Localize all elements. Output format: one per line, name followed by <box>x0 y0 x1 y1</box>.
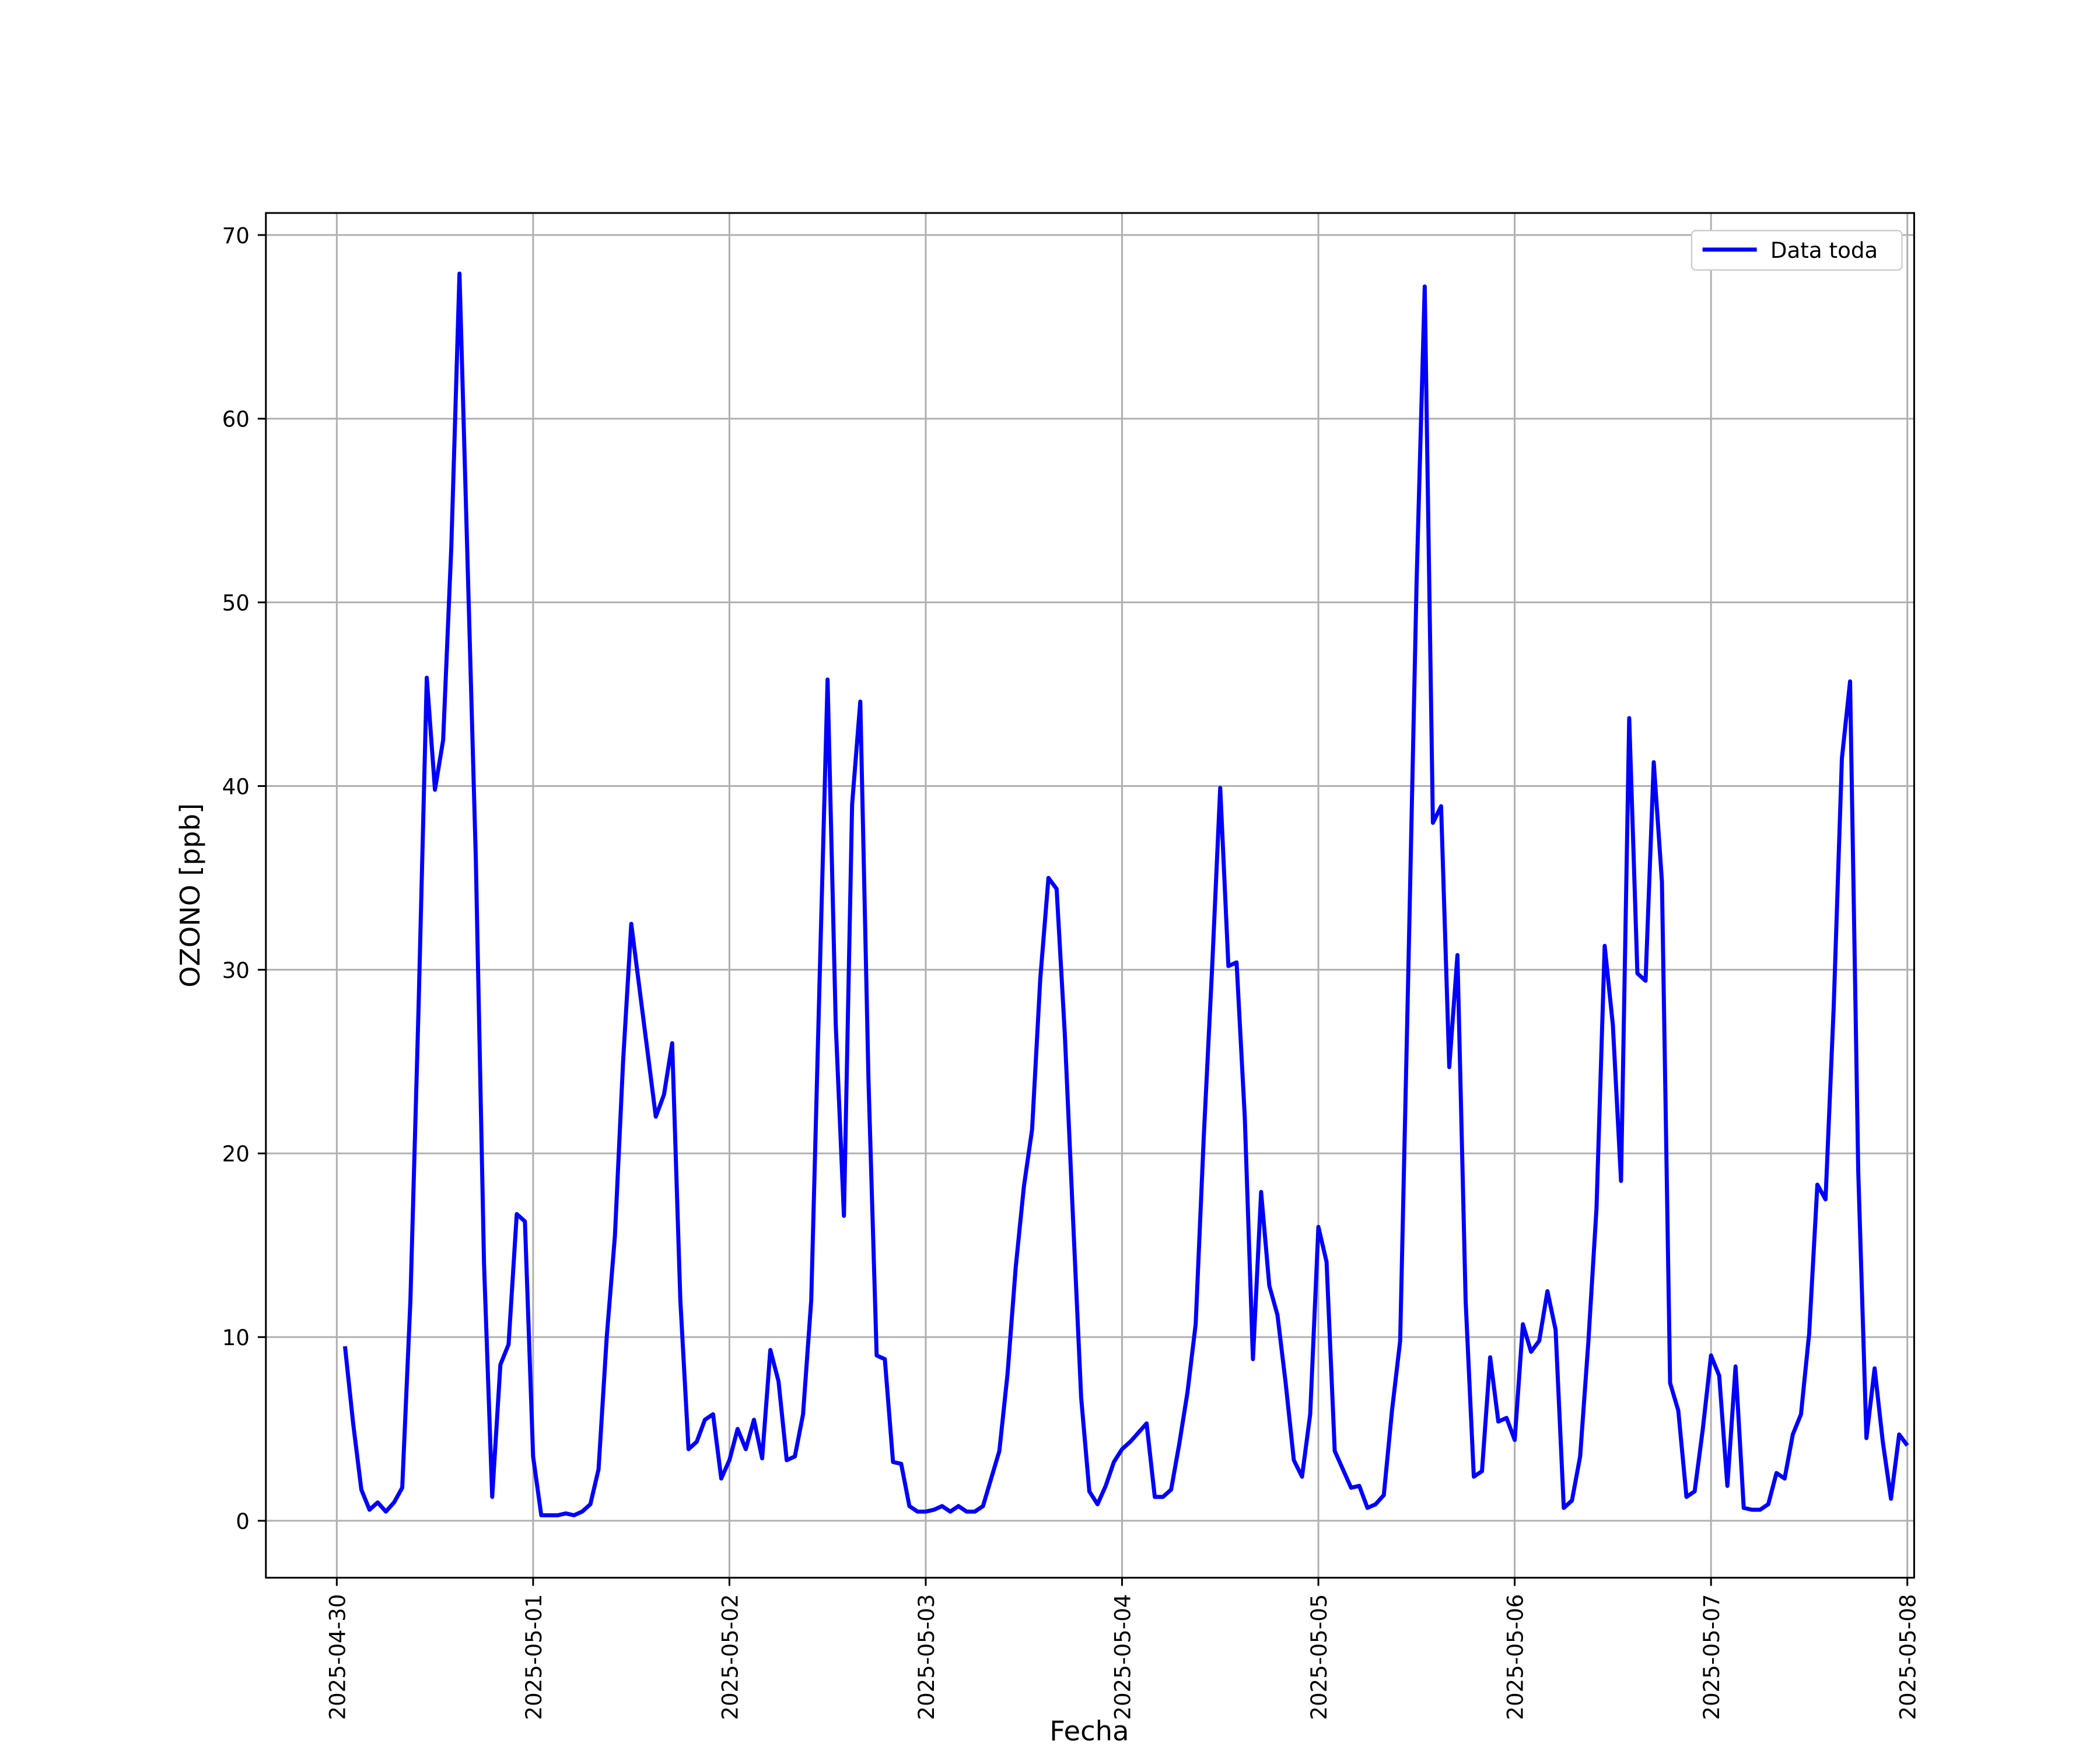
y-tick-label: 60 <box>222 407 250 432</box>
legend-label: Data toda <box>1770 237 1878 263</box>
y-axis-label: OZONO [ppb] <box>174 803 206 988</box>
data-line <box>342 271 1909 1518</box>
x-tick-label: 2025-05-03 <box>914 1594 939 1720</box>
y-tick-label: 10 <box>222 1325 250 1350</box>
x-tick-label: 2025-05-06 <box>1503 1594 1528 1720</box>
y-tick-label: 70 <box>222 223 250 249</box>
x-tick-label: 2025-05-05 <box>1306 1594 1332 1720</box>
y-tick-label: 30 <box>222 957 250 983</box>
plot-frame <box>265 212 1915 1579</box>
x-tick-label: 2025-05-07 <box>1699 1594 1724 1720</box>
x-tick-label: 2025-05-02 <box>717 1594 743 1720</box>
legend-box <box>1690 230 1903 271</box>
y-tick-label: 20 <box>222 1141 250 1167</box>
x-axis-label: Fecha <box>1049 1716 1129 1747</box>
x-tick-label: 2025-05-08 <box>1895 1594 1921 1720</box>
y-tick-label: 0 <box>236 1508 250 1534</box>
y-tick-label: 50 <box>222 590 250 616</box>
x-tick-label: 2025-04-30 <box>324 1594 350 1720</box>
y-tick-label: 40 <box>222 774 250 799</box>
x-tick-label: 2025-05-04 <box>1110 1594 1135 1720</box>
x-tick-label: 2025-05-01 <box>521 1594 547 1720</box>
